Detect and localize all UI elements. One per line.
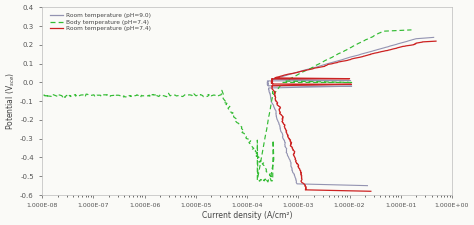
Room temperature (pH=7.4) [368, 190, 374, 193]
Body temperature (pH=7.4) [251, 147, 256, 150]
Body temperature (pH=7.4) [155, 94, 160, 96]
Line: Room temperature (pH=7.4): Room temperature (pH=7.4) [271, 41, 436, 191]
Body temperature (pH=7.4) [309, 66, 315, 69]
Room temperature (pH=9.0) [314, 65, 320, 68]
Room temperature (pH=9.0) [365, 184, 370, 187]
Room temperature (pH=9.0) [328, 61, 334, 64]
Body temperature (pH=7.4) [409, 29, 414, 31]
Room temperature (pH=9.0) [334, 60, 340, 63]
Room temperature (pH=9.0) [268, 96, 273, 99]
Y-axis label: Potential (V$_{sce}$): Potential (V$_{sce}$) [5, 72, 18, 130]
Room temperature (pH=7.4) [278, 113, 283, 116]
Body temperature (pH=7.4) [54, 95, 60, 98]
Room temperature (pH=7.4) [301, 69, 307, 72]
Room temperature (pH=9.0) [293, 181, 299, 184]
Body temperature (pH=7.4) [265, 181, 271, 183]
Line: Room temperature (pH=9.0): Room temperature (pH=9.0) [267, 37, 434, 186]
Legend: Room temperature (pH=9.0), Body temperature (pH=7.4), Room temperature (pH=7.4): Room temperature (pH=9.0), Body temperat… [49, 12, 152, 33]
Room temperature (pH=7.4) [269, 78, 275, 81]
Room temperature (pH=7.4) [270, 89, 276, 91]
Room temperature (pH=7.4) [433, 40, 439, 43]
Body temperature (pH=7.4) [41, 94, 46, 97]
X-axis label: Current density (A/cm²): Current density (A/cm²) [202, 211, 292, 220]
Room temperature (pH=7.4) [287, 137, 292, 140]
Room temperature (pH=9.0) [431, 36, 437, 39]
Room temperature (pH=7.4) [324, 64, 329, 67]
Body temperature (pH=7.4) [244, 137, 249, 140]
Body temperature (pH=7.4) [310, 66, 316, 68]
Line: Body temperature (pH=7.4): Body temperature (pH=7.4) [44, 30, 411, 182]
Room temperature (pH=9.0) [278, 130, 283, 133]
